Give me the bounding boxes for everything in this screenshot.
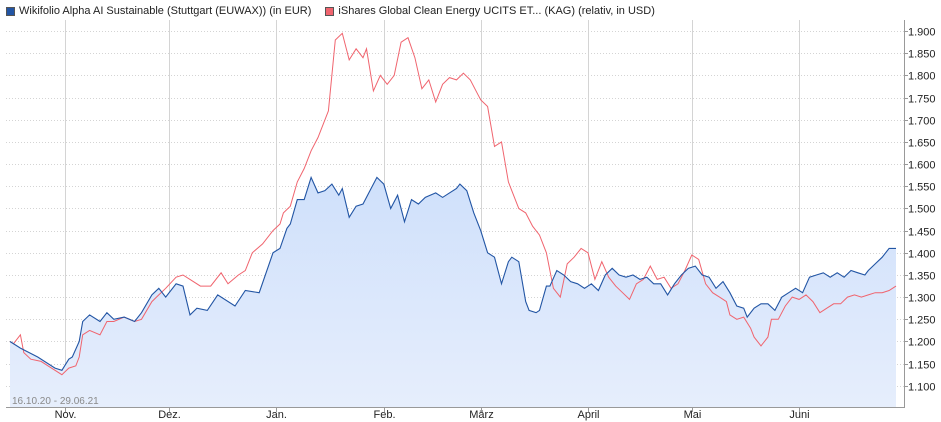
x-tick-label: Juni xyxy=(789,409,809,421)
y-tick-label: 1.800 xyxy=(908,71,936,83)
y-tick-label: 1.100 xyxy=(908,382,936,394)
y-tick-label: 1.200 xyxy=(908,337,936,349)
y-tick-label: 1.650 xyxy=(908,138,936,150)
y-tick-label: 1.150 xyxy=(908,360,936,372)
legend-label-series1: Wikifolio Alpha AI Sustainable (Stuttgar… xyxy=(19,5,312,17)
x-tick-label: April xyxy=(577,409,599,421)
series2-line[interactable] xyxy=(9,32,897,376)
y-tick-label: 1.350 xyxy=(908,271,936,283)
y-tick-label: 1.400 xyxy=(908,249,936,261)
chart-legend: Wikifolio Alpha AI Sustainable (Stuttgar… xyxy=(6,3,669,19)
x-tick-label: Mai xyxy=(684,409,702,421)
x-tick-label: Jan. xyxy=(266,409,287,421)
y-tick-label: 1.600 xyxy=(908,160,936,172)
y-axis-ticks: 1.100 1.150 1.200 1.250 1.300 1.350 1.400 1.450… xyxy=(904,27,936,394)
x-tick-label: März xyxy=(469,409,493,421)
y-tick-label: 1.550 xyxy=(908,182,936,194)
series1-area xyxy=(10,177,896,407)
x-tick-label: Dez. xyxy=(158,409,181,421)
legend-item-series2[interactable]: iShares Global Clean Energy UCITS ET... … xyxy=(325,5,655,17)
x-tick-label: Feb. xyxy=(373,409,395,421)
x-axis-ticks: Nov. Dez. Jan. Feb. März April Mai Juni xyxy=(55,408,810,421)
y-tick-label: 1.850 xyxy=(908,49,936,61)
legend-swatch-series2 xyxy=(325,6,335,16)
legend-label-series2: iShares Global Clean Energy UCITS ET... … xyxy=(338,5,655,17)
legend-swatch-series1 xyxy=(6,6,15,16)
y-tick-label: 1.500 xyxy=(908,204,936,216)
series1-line[interactable] xyxy=(9,175,896,371)
x-tick-label: Nov. xyxy=(55,409,77,421)
y-tick-label: 1.700 xyxy=(908,116,936,128)
y-tick-label: 1.250 xyxy=(908,315,936,327)
y-tick-label: 1.300 xyxy=(908,293,936,305)
y-tick-label: 1.450 xyxy=(908,227,936,239)
y-tick-label: 1.750 xyxy=(908,94,936,106)
legend-item-series1[interactable]: Wikifolio Alpha AI Sustainable (Stuttgar… xyxy=(6,5,311,17)
date-range-label: 16.10.20 - 29.06.21 xyxy=(12,396,99,407)
y-tick-label: 1.900 xyxy=(908,27,936,39)
